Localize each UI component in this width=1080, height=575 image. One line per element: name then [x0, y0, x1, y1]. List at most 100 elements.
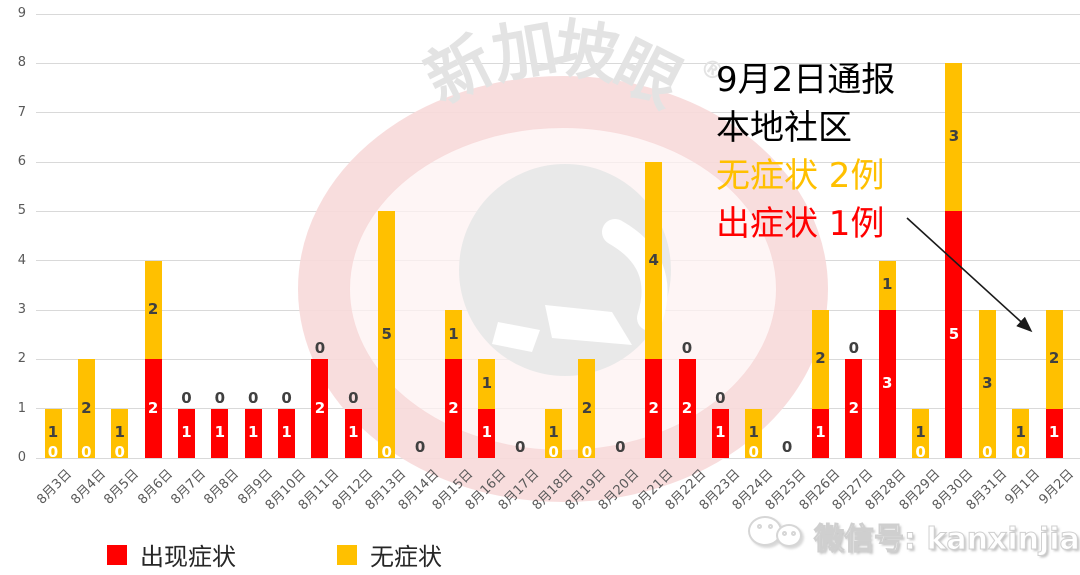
y-axis-label: 6: [17, 154, 26, 169]
bar-value-label-asymptomatic: 0: [715, 388, 726, 407]
y-axis-label: 0: [17, 450, 26, 465]
bar-value-label-symptomatic: 2: [848, 398, 860, 417]
bar-value-label-symptomatic: 2: [648, 398, 659, 417]
bar-value-label-symptomatic: 1: [715, 423, 726, 442]
bar-segment-asymptomatic: [111, 408, 129, 458]
bar-value-label-symptomatic: 0: [982, 443, 993, 461]
bar-segment-asymptomatic: [945, 63, 963, 212]
bar-value-label-zero: 0: [615, 438, 626, 456]
bar-value-label-symptomatic: 1: [1048, 423, 1060, 442]
bar-value-label-asymptomatic: 0: [181, 388, 192, 407]
bar-value-label-symptomatic: 0: [748, 443, 759, 461]
bar-segment-asymptomatic: [978, 310, 996, 458]
wechat-footer: 微信号: kanxinjiapo: [748, 508, 1080, 564]
x-axis-label: 9月1日: [1002, 466, 1044, 508]
bar-value-label-asymptomatic: 1: [548, 423, 559, 442]
x-axis-label: 8月7日: [168, 466, 209, 508]
bar-value-label-asymptomatic: 1: [481, 374, 493, 392]
gridline: [36, 358, 1080, 360]
y-axis-label: 9: [17, 6, 26, 21]
x-axis-label: 8月4日: [68, 466, 109, 508]
bar-value-label-symptomatic: 0: [381, 443, 392, 461]
bar-value-label-asymptomatic: 5: [381, 324, 392, 343]
bar-value-label-symptomatic: 0: [81, 443, 92, 461]
bar-segment-symptomatic: [878, 310, 896, 458]
annotation-box: 9月2日通报 本地社区 无症状 2例 出症状 1例: [716, 56, 895, 248]
wechat-label: 微信号: kanxinjiapo: [814, 522, 1080, 558]
legend: 出现症状 无症状: [0, 528, 740, 571]
bar-value-label-symptomatic: 1: [348, 423, 359, 442]
bar-value-label-zero: 0: [514, 438, 526, 456]
bar-value-label-asymptomatic: 0: [848, 339, 860, 358]
bar-value-label-symptomatic: 2: [314, 398, 326, 417]
gridline: [36, 260, 1080, 262]
bar-segment-asymptomatic: [144, 260, 162, 360]
bar-value-label-asymptomatic: 0: [314, 339, 326, 358]
bar-value-label-zero: 0: [781, 438, 793, 456]
bar-value-label-asymptomatic: 1: [448, 324, 459, 343]
y-axis-label: 8: [17, 55, 26, 71]
y-axis-label: 5: [17, 203, 26, 219]
bar-value-label-symptomatic: 1: [281, 423, 292, 442]
bar-value-label-symptomatic: 1: [481, 423, 493, 442]
bar-value-label-symptomatic: 0: [548, 443, 559, 461]
y-axis-label: 1: [17, 400, 26, 416]
y-axis-label: 3: [17, 302, 26, 317]
bar-value-label-asymptomatic: 1: [748, 423, 759, 442]
y-axis-label: 2: [17, 351, 26, 367]
gridline: [36, 13, 1080, 15]
bar-segment-asymptomatic: [44, 408, 62, 458]
bar-value-label-asymptomatic: 1: [915, 423, 926, 442]
bar-value-label-symptomatic: 5: [948, 324, 960, 343]
bar-segment-symptomatic: [144, 359, 162, 458]
bar-value-label-asymptomatic: 0: [681, 339, 693, 358]
y-axis-label: 7: [17, 104, 26, 120]
watermark-gray-circle: [459, 164, 671, 376]
y-axis-label: 4: [17, 252, 26, 268]
bar-value-label-symptomatic: 0: [47, 443, 59, 461]
bar-value-label-asymptomatic: 4: [648, 250, 659, 269]
annotation-line-report-date: 9月2日通报: [716, 60, 896, 100]
annotation-line-local-community: 本地社区: [716, 108, 852, 148]
bar-value-label-symptomatic: 2: [448, 398, 459, 417]
legend-swatch-symptomatic: [107, 544, 127, 565]
bar-value-label-asymptomatic: 2: [147, 300, 159, 318]
bar-value-label-zero: 0: [414, 438, 426, 456]
x-axis-label: 8月6日: [134, 466, 176, 508]
bar-value-label-symptomatic: 1: [181, 423, 192, 442]
bar-value-label-asymptomatic: 2: [1048, 349, 1060, 368]
bar-value-label-asymptomatic: 1: [47, 423, 59, 442]
bar-value-label-asymptomatic: 0: [348, 388, 359, 407]
bar-value-label-symptomatic: 1: [248, 423, 259, 442]
bar-value-label-asymptomatic: 1: [114, 423, 125, 442]
bar-value-label-asymptomatic: 1: [1015, 423, 1026, 442]
bar-segment-asymptomatic: [77, 359, 95, 458]
bar-segment-symptomatic: [278, 408, 296, 458]
bar-value-label-symptomatic: 2: [681, 398, 693, 417]
bar-segment-symptomatic: [177, 408, 195, 458]
legend-swatch-asymptomatic: [337, 544, 357, 565]
legend-label-symptomatic: 出现症状: [140, 543, 236, 571]
gridline: [36, 112, 1080, 114]
x-axis-label: 8月5日: [101, 466, 143, 508]
annotation-line-symptomatic: 出症状 1例: [716, 204, 885, 244]
bar-segment-asymptomatic: [1045, 310, 1063, 409]
bar-value-label-symptomatic: 0: [581, 443, 593, 461]
wechat-icon: [748, 510, 806, 562]
bar-value-label-asymptomatic: 2: [815, 349, 826, 368]
bar-segment-symptomatic: [211, 408, 229, 458]
gridline: [36, 161, 1080, 163]
eye-logo-wedge: [545, 305, 632, 345]
x-axis-label: 8月3日: [34, 466, 76, 508]
bar-value-label-symptomatic: 0: [1015, 443, 1026, 461]
bar-value-label-asymptomatic: 0: [281, 388, 292, 407]
bar-value-label-asymptomatic: 0: [248, 388, 259, 407]
annotation-line-asymptomatic: 无症状 2例: [716, 156, 885, 196]
legend-item-asymptomatic: 无症状: [337, 537, 442, 572]
gridline: [36, 62, 1080, 64]
bar-value-label-symptomatic: 1: [815, 423, 826, 442]
bar-value-label-symptomatic: 3: [882, 374, 893, 392]
bar-value-label-asymptomatic: 3: [948, 127, 960, 146]
x-axis-label: 9月2日: [1035, 466, 1077, 508]
